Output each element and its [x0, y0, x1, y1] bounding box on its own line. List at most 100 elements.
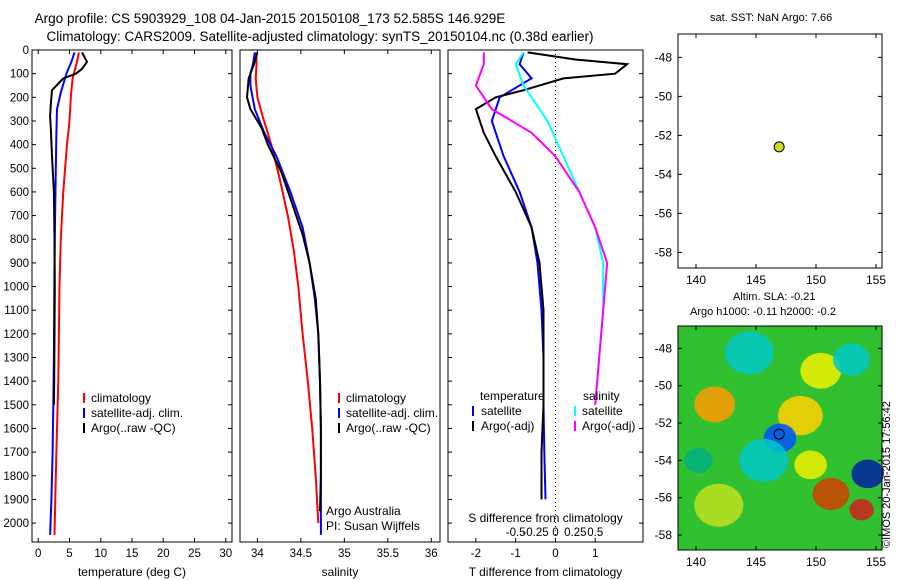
- sla-feature: [777, 395, 823, 436]
- differences-xtick-label: 1: [592, 548, 598, 560]
- temperature-legend-label: climatology: [91, 391, 151, 405]
- altimetry-title1: Altim. SLA: -0.21: [733, 291, 816, 303]
- temperature-xtick-label: 10: [94, 548, 107, 560]
- salinity-xtick-label: 35.5: [377, 548, 399, 560]
- differences-xtick-label: 0: [552, 548, 558, 560]
- altimetry-ytick-label: -54: [655, 453, 673, 467]
- temperature-xtick-label: 5: [66, 548, 72, 560]
- sla-feature: [694, 483, 744, 527]
- salinity-legend-label: Argo(..raw -QC): [346, 421, 431, 435]
- temperature-ytick-label: 200: [10, 92, 29, 104]
- sla-feature: [694, 386, 736, 423]
- temperature-ytick-label: 1800: [3, 471, 29, 483]
- imos-timestamp: ©IMOS 20-Jan-2015 17:56:42: [881, 401, 893, 548]
- salinity-xtick-label: 34: [251, 548, 264, 560]
- location-ytick-label: -50: [655, 89, 673, 103]
- differences-xtick-label: -1: [511, 548, 521, 560]
- differences-series-salinity-argoadj: [474, 52, 609, 405]
- float-location-marker: [773, 428, 785, 440]
- temperature-ytick-label: 500: [10, 163, 29, 175]
- salinity-series-satelliteadjclim: [249, 52, 322, 535]
- salinity-series-argorawqc: [245, 52, 322, 512]
- sla-feature: [849, 498, 874, 521]
- differences-series-salinity-satellite: [514, 51, 605, 405]
- location-ytick-label: -54: [655, 167, 673, 181]
- differences-s-tick-label: 0.25: [564, 527, 586, 539]
- altimetry-frame: [677, 325, 883, 551]
- salinity-xtick-label: 34.5: [290, 548, 312, 560]
- altimetry-xtick-label: 155: [866, 555, 886, 569]
- altimetry-xtick-label: 145: [746, 555, 766, 569]
- temperature-ytick-label: 1400: [3, 376, 29, 388]
- legend-temperature-title: temperature: [480, 389, 545, 403]
- location-xtick-label: 140: [686, 273, 706, 287]
- differences-s-tick-label: -0.5: [506, 527, 526, 539]
- altimetry-ytick-label: -52: [655, 416, 673, 430]
- temperature-ytick-label: 1000: [3, 282, 29, 294]
- temperature-ytick-label: 100: [10, 69, 29, 81]
- temperature-xtick-label: 25: [188, 548, 201, 560]
- salinity-annotation: Argo Australia: [326, 504, 401, 518]
- legend-temperature-label: Argo(-adj): [481, 419, 534, 433]
- title-line2: Climatology: CARS2009. Satellite-adjuste…: [46, 29, 594, 44]
- temperature-ytick-label: 1100: [4, 305, 29, 317]
- temperature-ytick-label: 600: [10, 187, 29, 199]
- salinity-legend-label: climatology: [346, 391, 406, 405]
- temperature-ytick-label: 900: [10, 258, 29, 270]
- differences-s-tick-label: 0: [552, 527, 558, 539]
- sla-feature: [812, 477, 850, 511]
- temperature-ytick-label: 0: [23, 45, 29, 57]
- legend-temperature-label: satellite: [481, 404, 522, 418]
- differences-s-tick-label: -0.25: [522, 527, 548, 539]
- differences-frame: [447, 49, 644, 543]
- altimetry-xtick-label: 140: [686, 555, 706, 569]
- salinity-series-climatology: [254, 52, 320, 524]
- temperature-ytick-label: 1300: [3, 353, 29, 365]
- temperature-ytick-label: 700: [10, 211, 29, 223]
- altimetry-ytick-label: -48: [655, 341, 673, 355]
- location-xtick-label: 145: [746, 273, 766, 287]
- sla-feature: [794, 450, 827, 480]
- sla-feature: [851, 459, 885, 489]
- salinity-xtick-label: 36: [425, 548, 438, 560]
- altimetry-xtick-label: 150: [806, 555, 826, 569]
- legend-salinity-title: salinity: [583, 389, 620, 403]
- temperature-ytick-label: 1500: [3, 400, 29, 412]
- location-title: sat. SST: NaN Argo: 7.66: [710, 12, 833, 24]
- legend-salinity-label: Argo(-adj): [582, 419, 635, 433]
- temperature-legend-label: satellite-adj. clim.: [91, 406, 183, 420]
- sla-feature: [800, 352, 842, 389]
- sla-feature: [724, 331, 774, 375]
- differences-xtick-label: -2: [471, 548, 481, 560]
- temperature-ytick-label: 1900: [3, 494, 29, 506]
- sla-heatmap: [678, 326, 885, 550]
- temperature-ytick-label: 1600: [3, 423, 29, 435]
- sla-feature: [684, 447, 713, 473]
- temperature-xtick-label: 20: [157, 548, 170, 560]
- temperature-xlabel: temperature (deg C): [78, 565, 186, 579]
- salinity-frame: [239, 49, 441, 543]
- temperature-ytick-label: 1700: [3, 447, 29, 459]
- temperature-ytick-label: 2000: [3, 518, 29, 530]
- title-line1: Argo profile: CS 5903929_108 04-Jan-2015…: [34, 11, 506, 26]
- temperature-legend-label: Argo(..raw -QC): [91, 421, 176, 435]
- altimetry-ytick-label: -50: [655, 379, 673, 393]
- location-xtick-label: 155: [866, 273, 886, 287]
- temperature-frame: [31, 49, 233, 543]
- location-ytick-label: -58: [655, 245, 673, 259]
- location-ytick-label: -52: [655, 128, 673, 142]
- temperature-ytick-label: 400: [10, 140, 29, 152]
- temperature-series-climatology: [53, 52, 80, 535]
- legend-salinity-label: satellite: [582, 404, 623, 418]
- differences-series-temperature-argoadj: [474, 51, 630, 500]
- altimetry-ytick-label: -58: [655, 528, 673, 542]
- temperature-xtick-label: 0: [35, 548, 41, 560]
- location-frame: [677, 33, 883, 269]
- temperature-xtick-label: 15: [126, 548, 139, 560]
- salinity-annotation: PI: Susan Wijffels: [326, 519, 420, 533]
- float-location-marker: [773, 141, 785, 153]
- temperature-ytick-label: 800: [10, 234, 29, 246]
- temperature-series-argorawqc: [49, 51, 89, 405]
- location-ytick-label: -48: [655, 50, 673, 64]
